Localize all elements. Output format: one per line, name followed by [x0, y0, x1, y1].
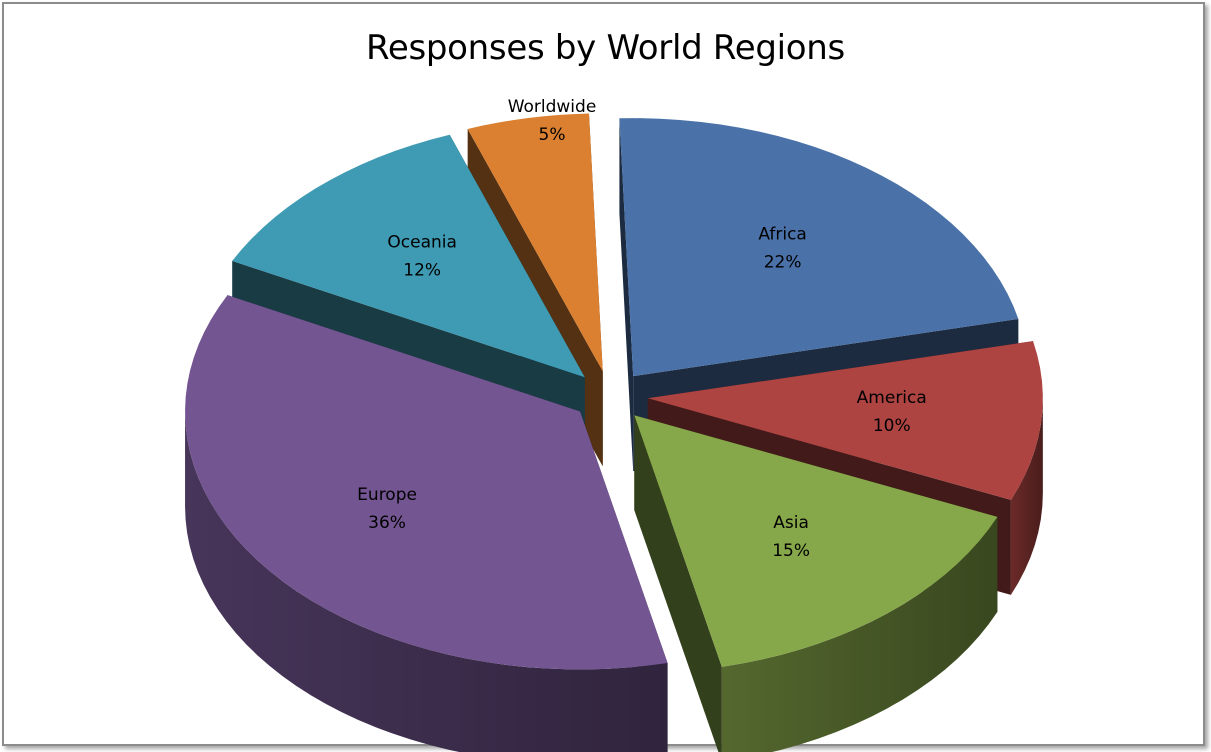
- pie-value-africa: 22%: [764, 252, 802, 272]
- pie-value-asia: 15%: [772, 541, 810, 561]
- pie-value-america: 10%: [873, 416, 911, 436]
- pie-label-worldwide: Worldwide: [508, 97, 597, 117]
- pie-slice-asia-top: [634, 415, 998, 667]
- pie-slice-asia-rim: [721, 516, 998, 752]
- chart-title: Responses by World Regions: [366, 28, 845, 68]
- pie-slice-america-top: [647, 341, 1043, 500]
- pie-label-africa: Africa: [758, 224, 807, 244]
- pie-label-america: America: [857, 388, 927, 408]
- pie-slice-africa-top: [619, 118, 1019, 377]
- pie-slice-europe-top: [185, 295, 668, 670]
- pie-label-europe: Europe: [357, 485, 417, 505]
- pie-value-europe: 36%: [368, 513, 406, 533]
- pie-slice-worldwide-top: [467, 113, 603, 372]
- pie-value-oceania: 12%: [403, 261, 441, 281]
- pie-slice-america-rim: [1010, 398, 1043, 595]
- pie-slice-asia-side: [634, 415, 722, 752]
- pie-value-worldwide: 5%: [539, 125, 566, 145]
- pie-slice-asia: [634, 415, 998, 752]
- pie-slice-europe-rim: [185, 411, 668, 752]
- pie-slice-africa-side: [619, 118, 634, 472]
- pie-label-oceania: Oceania: [387, 233, 457, 253]
- pie-slice-oceania-top: [232, 134, 585, 378]
- pie-label-asia: Asia: [773, 513, 809, 533]
- pie-slice-europe: [185, 295, 668, 752]
